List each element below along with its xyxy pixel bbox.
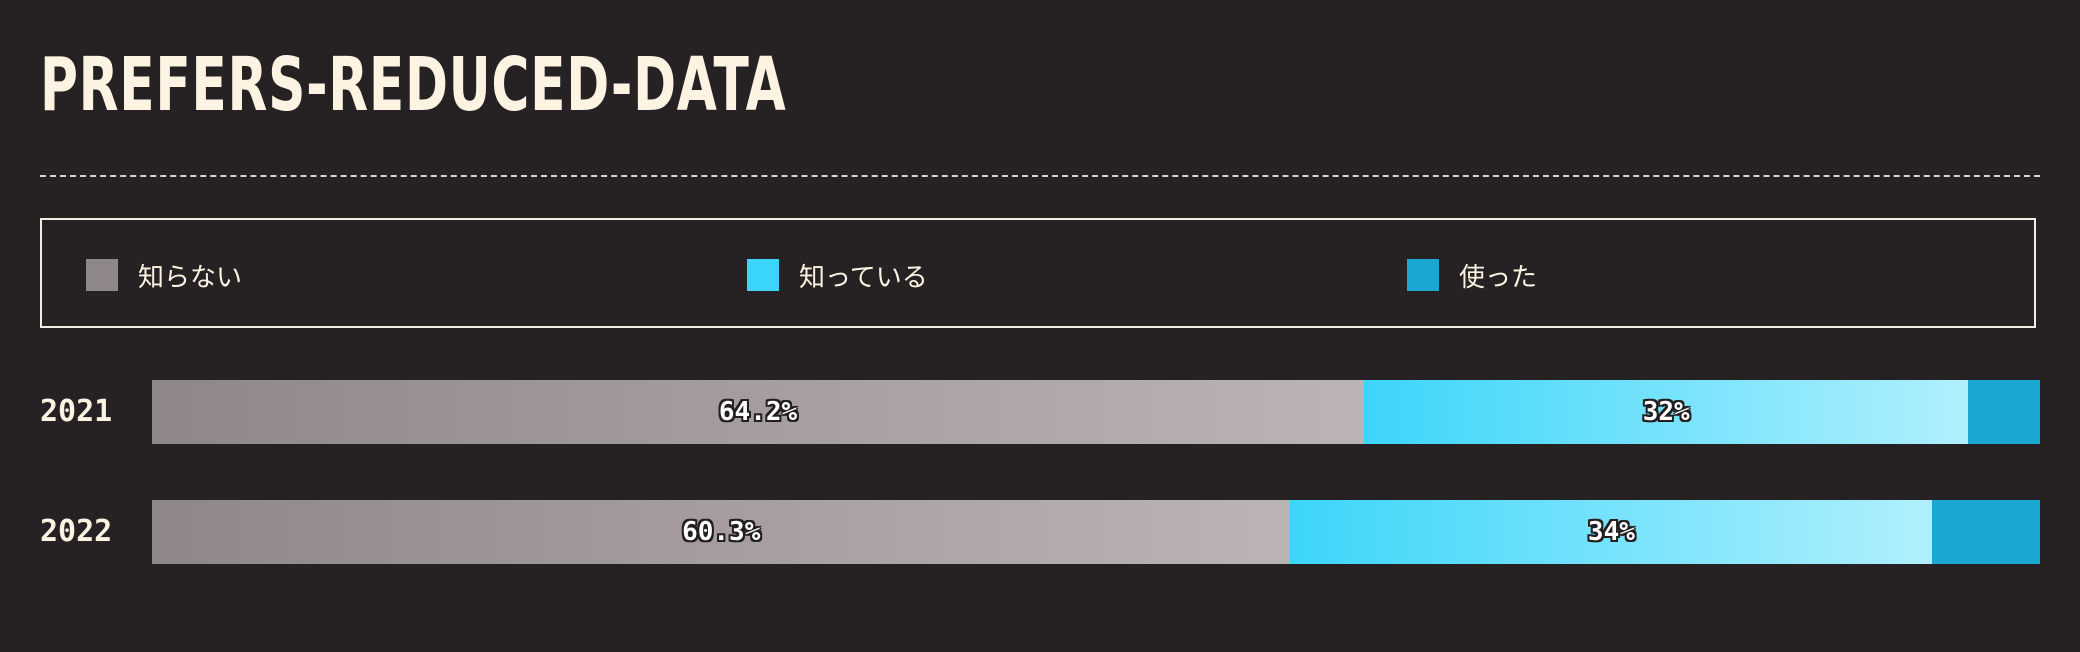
legend-label-unaware: 知らない: [138, 262, 243, 293]
bar-2021: 64.2% 32%: [152, 380, 2040, 444]
bar-2021-segment-aware[interactable]: 32%: [1364, 380, 1969, 444]
legend-swatch-used: [1407, 259, 1439, 291]
row-label-2021: 2021: [40, 394, 113, 429]
legend-label-used: 使った: [1459, 262, 1538, 293]
legend-item-used[interactable]: 使った: [1407, 259, 1538, 293]
legend-label-aware: 知っている: [799, 262, 928, 293]
bar-2022: 60.3% 34%: [152, 500, 2040, 564]
bar-2022-value-aware: 34%: [1587, 517, 1635, 547]
row-label-2022: 2022: [40, 514, 113, 549]
legend: 知らない 知っている 使った: [40, 218, 2036, 328]
legend-item-unaware[interactable]: 知らない: [86, 259, 243, 293]
bar-2021-segment-used[interactable]: [1968, 380, 2040, 444]
bar-2022-value-unaware: 60.3%: [682, 517, 761, 547]
legend-swatch-aware: [747, 259, 779, 291]
legend-item-aware[interactable]: 知っている: [747, 259, 928, 293]
bar-2022-segment-aware[interactable]: 34%: [1290, 500, 1933, 564]
bar-2021-segment-unaware[interactable]: 64.2%: [152, 380, 1365, 444]
chart-title: PREFERS-REDUCED-DATA: [40, 42, 787, 128]
bar-2022-segment-used[interactable]: [1932, 500, 2040, 564]
title-divider: [40, 175, 2040, 177]
legend-swatch-unaware: [86, 259, 118, 291]
bar-2021-value-unaware: 64.2%: [718, 397, 798, 427]
bar-2021-value-aware: 32%: [1642, 397, 1690, 427]
bar-2022-segment-unaware[interactable]: 60.3%: [152, 500, 1291, 564]
